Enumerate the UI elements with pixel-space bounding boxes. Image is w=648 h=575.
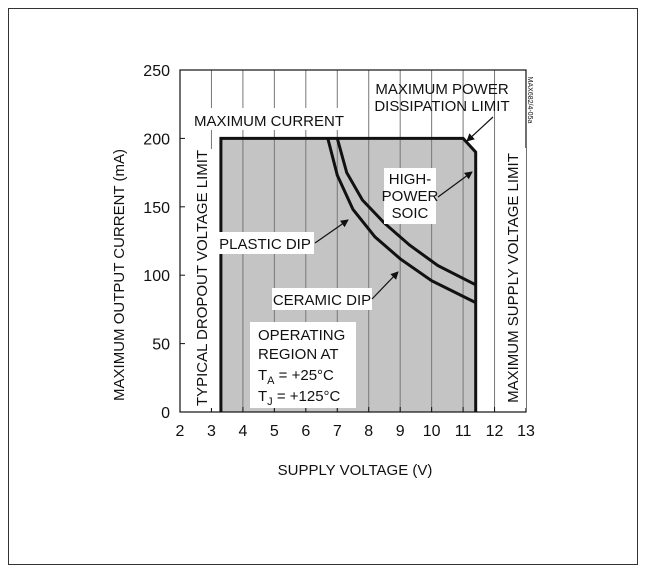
ta-label: TA = +25°C: [258, 367, 334, 387]
y-tick-label-50: 50: [152, 337, 170, 354]
operating-region-outline: [219, 136, 478, 412]
supply-limit-label: MAXIMUM SUPPLY VOLTAGE LIMIT: [505, 153, 522, 403]
tj-label: TJ = +125°C: [258, 388, 341, 408]
x-tick-label-3: 3: [207, 423, 216, 440]
x-tick-label-11: 11: [455, 423, 472, 440]
operating-label-1: OPERATING: [258, 327, 345, 344]
annotation-max-power: MAXIMUM POWER DISSIPATION LIMIT: [374, 81, 510, 142]
x-tick-label-2: 2: [176, 423, 185, 440]
dropout-limit-label: TYPICAL DROPOUT VOLTAGE LIMIT: [194, 150, 211, 406]
x-tick-label-10: 10: [423, 423, 441, 440]
y-axis-label: MAXIMUM OUTPUT CURRENT (mA): [111, 149, 128, 401]
ceramic-dip-arrow: [371, 271, 399, 300]
x-tick-label-12: 12: [486, 423, 504, 440]
x-tick-label-13: 13: [517, 423, 535, 440]
ceramic-dip-label: CERAMIC DIP: [273, 292, 371, 309]
annotation-ceramic-dip: CERAMIC DIP: [272, 271, 399, 310]
x-tick-label-7: 7: [333, 423, 342, 440]
x-tick-label-4: 4: [238, 423, 247, 440]
annotation-high-power-soic: HIGH- POWER SOIC: [382, 168, 473, 224]
max-current-label: MAXIMUM CURRENT: [194, 113, 344, 130]
y-tick-label-200: 200: [143, 131, 170, 148]
high-power-label-3: SOIC: [392, 205, 429, 222]
annotation-supply-limit: MAXIMUM SUPPLY VOLTAGE LIMIT: [498, 148, 526, 408]
high-power-label-1: HIGH-: [389, 171, 432, 188]
x-tick-label-6: 6: [301, 423, 310, 440]
annotation-max-current: MAXIMUM CURRENT: [190, 108, 348, 130]
x-tick-label-8: 8: [364, 423, 373, 440]
max-power-arrow: [466, 116, 494, 142]
annotation-dropout-limit: TYPICAL DROPOUT VOLTAGE LIMIT: [186, 149, 216, 408]
max-power-label-2: DISSIPATION LIMIT: [374, 98, 509, 115]
y-tick-label-100: 100: [143, 268, 170, 285]
x-axis-label: SUPPLY VOLTAGE (V): [278, 462, 433, 479]
y-tick-label-0: 0: [161, 405, 170, 422]
y-tick-label-250: 250: [143, 63, 170, 80]
watermark-label: MAX682/4-05a: [526, 77, 533, 124]
operating-label-2: REGION AT: [258, 346, 339, 363]
annotation-operating-region: OPERATING REGION AT TA = +25°C TJ = +125…: [250, 322, 356, 408]
high-power-arrow: [437, 171, 473, 198]
high-power-label-2: POWER: [382, 188, 439, 205]
x-tick-label-5: 5: [270, 423, 279, 440]
plastic-dip-arrow: [314, 219, 349, 244]
y-tick-label-150: 150: [143, 200, 170, 217]
curve-ceramic-dip: [326, 138, 477, 304]
x-tick-label-9: 9: [396, 423, 405, 440]
max-power-label-1: MAXIMUM POWER: [375, 81, 508, 98]
plastic-dip-label: PLASTIC DIP: [219, 236, 311, 253]
annotation-plastic-dip: PLASTIC DIP: [216, 219, 349, 254]
